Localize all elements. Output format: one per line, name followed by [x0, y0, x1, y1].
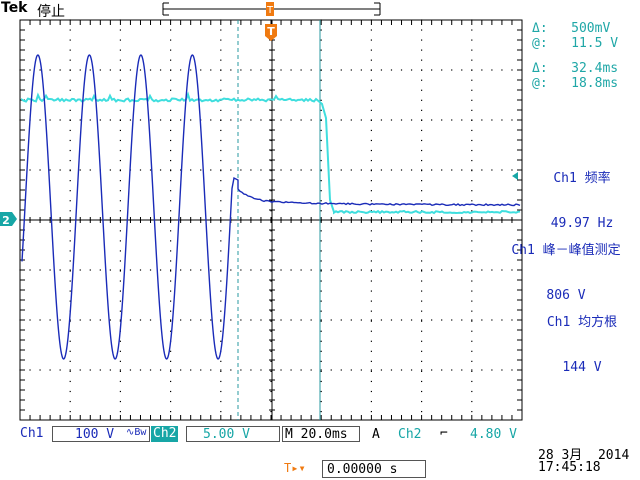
record-position-bar: T: [163, 2, 380, 16]
ch2-scale: 5.00 V: [203, 427, 250, 442]
ch1-bandwidth-icon: ∿Bw: [126, 427, 146, 438]
measurement-name: Ch1 峰－峰值测定: [492, 243, 640, 258]
at-v-value: 11.5 V: [571, 36, 618, 51]
svg-text:2: 2: [2, 214, 10, 227]
timebase-box[interactable]: M 20.0ms: [282, 426, 360, 442]
trigger-mode: A: [372, 427, 380, 442]
ch1-label[interactable]: Ch1: [20, 426, 43, 441]
svg-text:T: T: [266, 5, 274, 16]
measurement-name: Ch1 频率: [527, 171, 637, 186]
measurement-rms: Ch1 均方根 144 V: [527, 285, 637, 390]
delta-v-label: Δ:: [532, 21, 548, 36]
trigger-source[interactable]: Ch2: [398, 427, 421, 442]
ch1-scale: 100 V: [75, 427, 114, 442]
timebase: M 20.0ms: [285, 427, 348, 442]
measurement-name: Ch1 均方根: [527, 315, 637, 330]
time-display: 17:45:18: [538, 460, 601, 475]
svg-text:T: T: [267, 25, 275, 38]
ch2-ground-marker[interactable]: 2: [0, 212, 17, 227]
ch2-label[interactable]: Ch2: [151, 426, 178, 442]
at-t-label: @:: [532, 76, 548, 91]
trigger-offset-value: 0.00000 s: [327, 462, 397, 477]
trigger-level-marker[interactable]: [512, 172, 518, 180]
trigger-slope-icon: ⌐: [440, 426, 448, 441]
cursor-time-readout: Δ: 32.4ms @: 18.8ms: [532, 61, 618, 91]
trigger-position-marker[interactable]: T: [265, 24, 277, 41]
trigger-offset-box[interactable]: 0.00000 s: [322, 460, 426, 478]
measurement-value: 144 V: [527, 360, 637, 375]
delta-t-value: 32.4ms: [571, 61, 618, 76]
delta-v-value: 500mV: [571, 21, 610, 36]
delta-t-label: Δ:: [532, 61, 548, 76]
trigger-level: 4.80 V: [470, 427, 517, 442]
at-v-label: @:: [532, 36, 548, 51]
ch2-scale-box[interactable]: 5.00 V: [186, 426, 280, 442]
graticule-grid: [19, 19, 522, 420]
cursor-ch1-readout: Δ: 500mV @: 11.5 V: [532, 21, 618, 51]
at-t-value: 18.8ms: [571, 76, 618, 91]
trigger-offset-icon: T▸▾: [284, 461, 306, 475]
